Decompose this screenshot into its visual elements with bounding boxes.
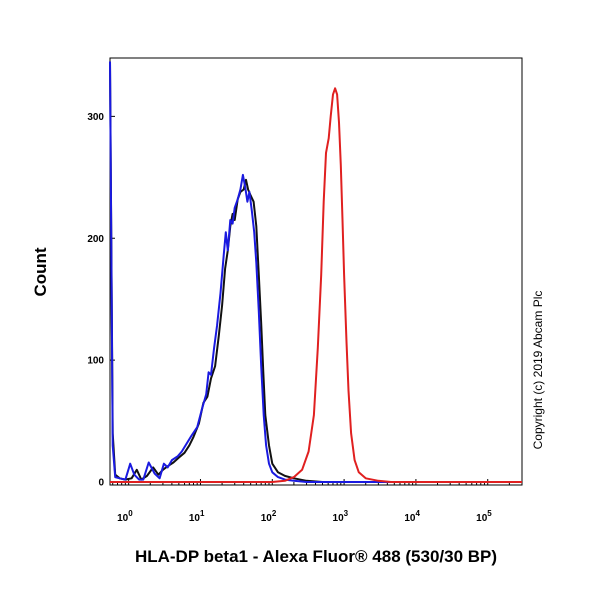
x-tick-label-1: 101	[189, 509, 205, 524]
x-tick-label-3: 103	[333, 509, 349, 524]
x-tick-label-5: 105	[476, 509, 492, 524]
x-tick-label-0: 100	[117, 509, 133, 524]
y-tick-label-3: 300	[87, 112, 104, 123]
x-axis: 100 101 102 103 104 105	[112, 479, 523, 524]
series-line-0	[109, 61, 522, 483]
series-line-1	[109, 61, 522, 483]
x-axis-label: HLA-DP beta1 - Alexa Fluor® 488 (530/30 …	[135, 547, 497, 566]
x-tick-label-2: 102	[261, 509, 277, 524]
y-tick-label-2: 200	[87, 234, 104, 245]
y-tick-label-0: 0	[98, 478, 104, 489]
series-layer	[109, 61, 522, 483]
y-tick-label-1: 100	[87, 356, 104, 367]
copyright-annotation: Copyright (c) 2019 Abcam Plc	[531, 291, 545, 450]
plot-frame	[109, 57, 523, 486]
series-line-2	[110, 87, 522, 483]
x-tick-label-4: 104	[404, 509, 420, 524]
y-axis-label: Count	[31, 247, 50, 296]
